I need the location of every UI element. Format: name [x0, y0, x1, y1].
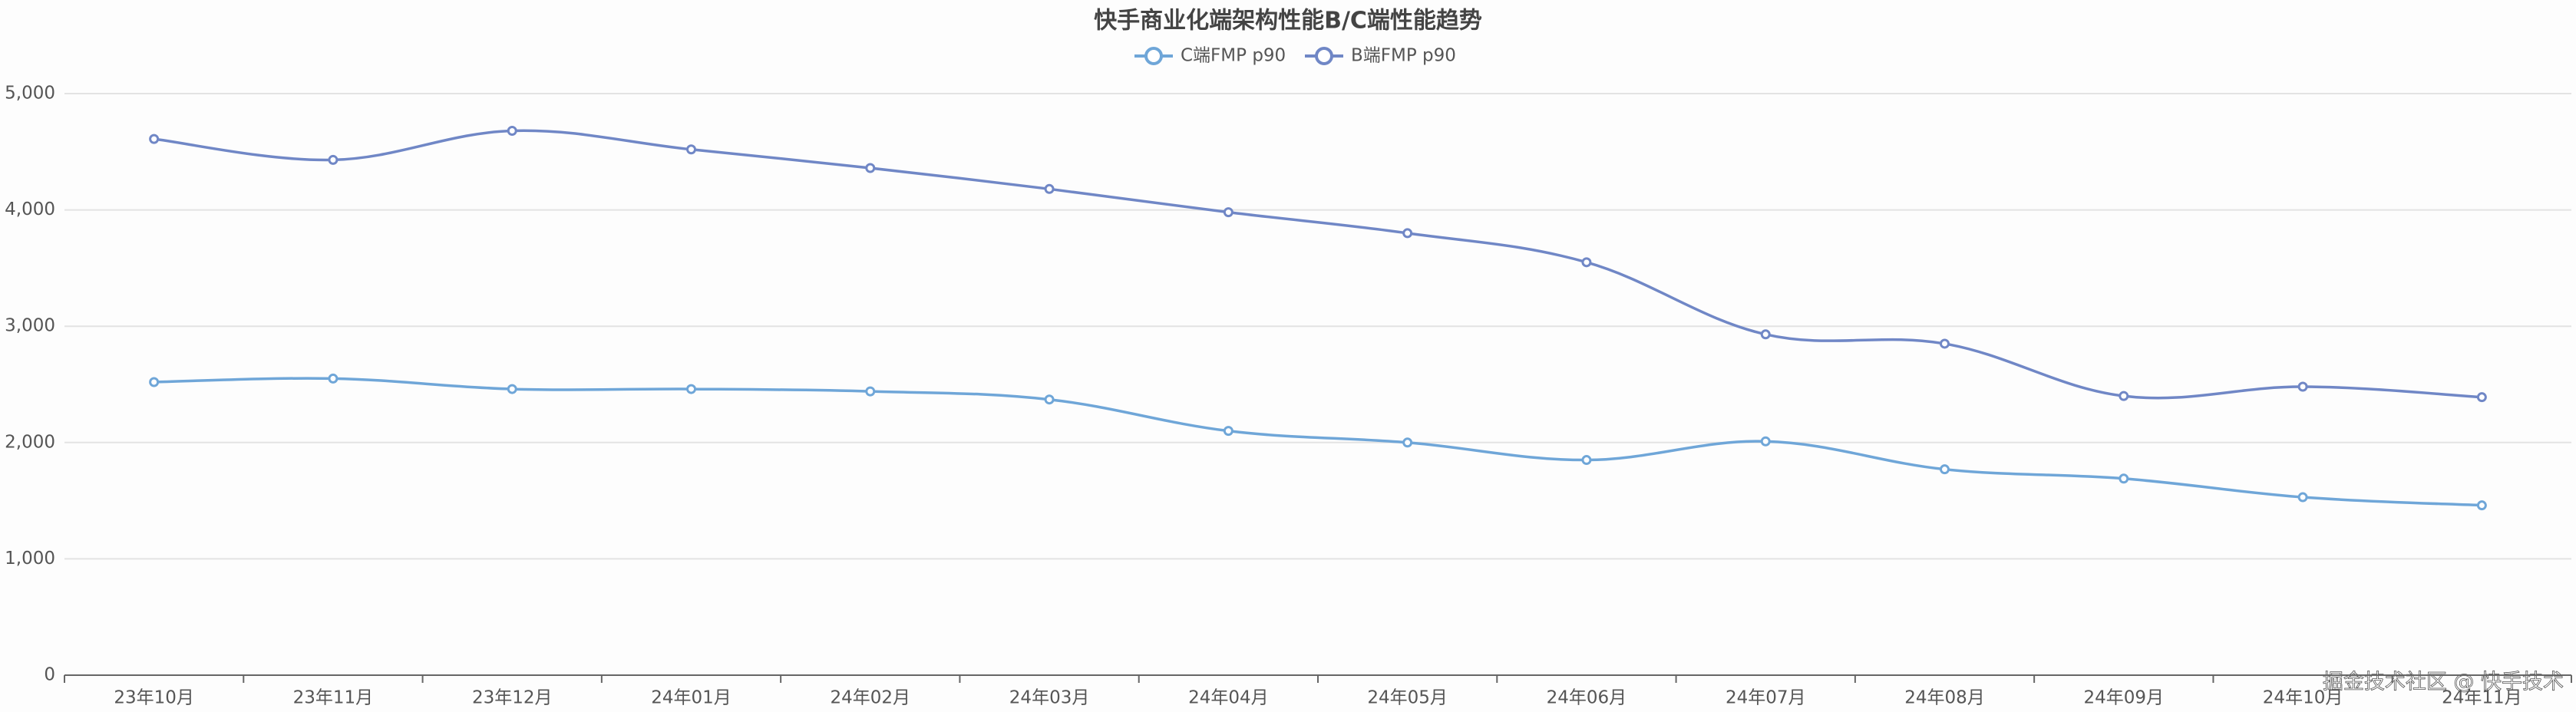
data-point [1402, 437, 1413, 448]
x-tick-label: 24年08月 [1904, 688, 1985, 708]
data-point [2297, 381, 2308, 392]
y-tick-label: 1,000 [5, 549, 55, 569]
x-tick-label: 24年02月 [831, 688, 911, 708]
data-point [1760, 436, 1771, 447]
data-point [686, 144, 696, 155]
data-point [1760, 329, 1771, 340]
y-tick-label: 4,000 [5, 199, 55, 219]
data-point [1402, 228, 1413, 239]
legend-label[interactable]: C端FMP p90 [1181, 46, 1286, 66]
legend-label[interactable]: B端FMP p90 [1351, 46, 1456, 66]
data-point [2476, 392, 2487, 403]
data-point [149, 134, 160, 144]
y-tick-label: 2,000 [5, 432, 55, 452]
data-point [1940, 464, 1950, 475]
data-point [1044, 394, 1055, 405]
x-tick-label: 24年11月 [2442, 688, 2522, 708]
data-point [1581, 455, 1592, 466]
x-tick-label: 23年12月 [472, 688, 553, 708]
x-tick-label: 24年04月 [1188, 688, 1269, 708]
data-point [2476, 500, 2487, 511]
x-tick-label: 24年05月 [1367, 688, 1448, 708]
data-point [2297, 492, 2308, 503]
y-tick-label: 5,000 [5, 84, 55, 104]
series-line [154, 129, 2482, 400]
data-point [328, 154, 339, 165]
series-line [154, 377, 2482, 507]
data-point [2119, 473, 2129, 484]
data-point [686, 384, 696, 394]
data-point [1223, 426, 1234, 437]
data-point [1940, 338, 1950, 349]
x-tick-label: 24年09月 [2084, 688, 2165, 708]
x-tick-label: 24年07月 [1726, 688, 1806, 708]
x-tick-label: 24年06月 [1547, 688, 1627, 708]
data-point [1223, 207, 1234, 218]
data-point [328, 373, 339, 384]
data-point [2119, 391, 2129, 401]
data-point [865, 163, 876, 173]
y-tick-label: 0 [44, 665, 55, 685]
legend-marker[interactable] [1315, 47, 1333, 65]
x-tick-label: 24年01月 [651, 688, 732, 708]
x-tick-label: 24年03月 [1009, 688, 1090, 708]
data-point [1044, 183, 1055, 194]
y-tick-label: 3,000 [5, 316, 55, 336]
chart-title: 快手商业化端架构性能B/C端性能趋势 [1094, 8, 1482, 35]
x-tick-label: 24年10月 [2263, 688, 2343, 708]
data-point [149, 377, 160, 387]
data-point [1581, 257, 1592, 268]
data-point [507, 384, 517, 394]
x-tick-label: 23年11月 [293, 688, 374, 708]
legend-marker[interactable] [1144, 47, 1163, 65]
data-point [865, 386, 876, 397]
x-tick-label: 23年10月 [114, 688, 194, 708]
data-point [507, 126, 517, 137]
watermark: 掘金技术社区 @ 快手技术 [2323, 671, 2564, 694]
